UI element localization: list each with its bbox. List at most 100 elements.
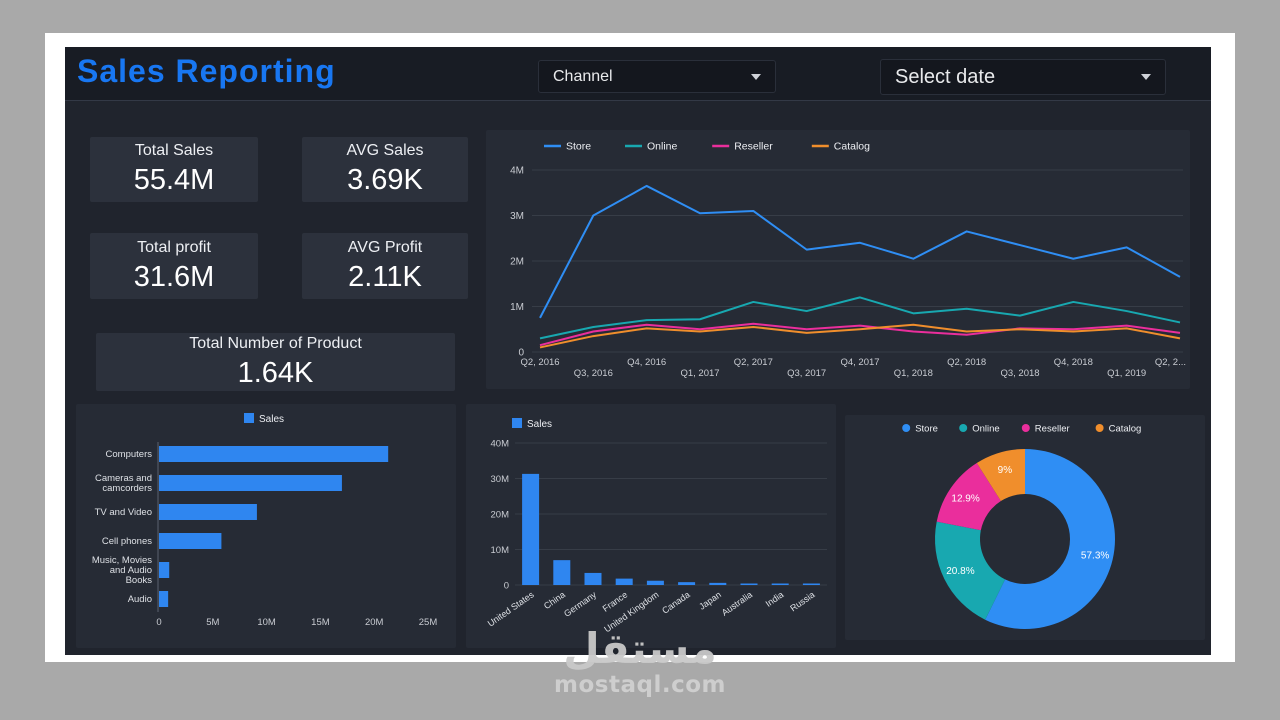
donut-slice-online[interactable] <box>935 521 1006 620</box>
y-axis-label: 0 <box>504 581 509 592</box>
category-label: Cell phones <box>102 536 152 547</box>
bar-music-movies-and-audio-books[interactable] <box>159 562 170 578</box>
kpi-label: Total Number of Product <box>189 334 362 352</box>
legend-label-store[interactable]: Store <box>566 141 591 153</box>
legend-label[interactable]: Sales <box>259 414 284 425</box>
dashboard-canvas: Sales Reporting Channel Select date Tota… <box>65 47 1211 655</box>
legend-label-online[interactable]: Online <box>972 424 999 435</box>
bar-audio[interactable] <box>159 591 169 607</box>
report-frame: Sales Reporting Channel Select date Tota… <box>45 33 1235 662</box>
line-series-online[interactable] <box>539 296 1181 340</box>
bar-cameras-and-camcorders[interactable] <box>159 475 342 491</box>
date-dropdown[interactable]: Select date <box>880 59 1166 95</box>
chevron-down-icon <box>1141 74 1151 80</box>
donut-slice-reseller[interactable] <box>936 463 1001 531</box>
donut-slice-store[interactable] <box>985 449 1115 629</box>
kpi-value: 55.4M <box>133 164 215 196</box>
country-bar-panel[interactable]: Sales 0 10M 20M 30M 40M United States China Germ… <box>466 404 836 648</box>
column-france[interactable] <box>615 578 633 585</box>
kpi-value: 3.69K <box>347 164 423 196</box>
column-germany[interactable] <box>584 572 602 585</box>
channel-dropdown[interactable]: Channel <box>538 60 776 93</box>
category-label: Audio <box>128 594 152 605</box>
x-axis-label: Q4, 2016 <box>627 357 666 368</box>
y-axis-label: 40M <box>491 439 510 450</box>
kpi-total-profit: Total profit 31.6M <box>90 233 258 299</box>
line-chart-panel[interactable]: 0 1M 2M 3M 4M Q2, 2016 Q3, 2016 Q4, 2016 Q1, 201… <box>486 130 1190 389</box>
legend-dot-catalog <box>1095 424 1104 432</box>
slice-label-store: 57.3% <box>1081 550 1109 561</box>
legend-dot-reseller <box>1021 424 1030 432</box>
x-axis-label: Q1, 2019 <box>1107 368 1146 379</box>
kpi-value: 2.11K <box>348 260 422 293</box>
column-united-kingdom[interactable] <box>646 580 664 585</box>
kpi-avg-profit: AVG Profit 2.11K <box>302 233 468 299</box>
y-axis-label: 0 <box>518 348 524 359</box>
legend-label-catalog[interactable]: Catalog <box>834 141 870 153</box>
y-axis-label: 2M <box>510 257 524 268</box>
kpi-value: 31.6M <box>133 260 215 293</box>
x-axis-label: Q2, 2016 <box>520 357 559 368</box>
x-axis-label: Q2, 2... <box>1155 357 1186 368</box>
column-canada[interactable] <box>678 582 696 585</box>
kpi-total-sales: Total Sales 55.4M <box>90 137 258 202</box>
legend-label-reseller[interactable]: Reseller <box>1035 424 1070 435</box>
page-title: Sales Reporting <box>77 53 336 89</box>
x-axis-label: Germany <box>562 589 598 619</box>
column-china[interactable] <box>553 560 571 585</box>
column-united-states[interactable] <box>522 473 540 585</box>
donut-slice-catalog[interactable] <box>976 449 1025 502</box>
quarterly-sales-line-chart[interactable]: 0 1M 2M 3M 4M Q2, 2016 Q3, 2016 Q4, 2016 Q1, 201… <box>486 130 1190 389</box>
category-label: Music, Movies <box>92 555 152 566</box>
column-australia[interactable] <box>740 583 758 586</box>
bar-computers[interactable] <box>159 446 389 462</box>
kpi-label: AVG Sales <box>346 142 424 159</box>
y-axis-label: 3M <box>510 211 524 222</box>
x-axis-label: Russia <box>788 589 816 613</box>
x-axis-label: United Kingdom <box>602 589 660 634</box>
sales-by-category-chart[interactable]: Sales 0 5M 10M 15M 20M 25M Computers Cameras and… <box>76 404 456 648</box>
legend-label[interactable]: Sales <box>527 419 552 430</box>
legend-swatch <box>512 418 522 428</box>
legend-label-catalog[interactable]: Catalog <box>1109 424 1142 435</box>
x-axis-label: 0 <box>156 617 161 628</box>
category-label: Computers <box>106 449 153 460</box>
sales-by-channel-donut[interactable]: Store Online Reseller Catalog 57.3% 20.8% 12.9… <box>845 415 1205 640</box>
legend-label-online[interactable]: Online <box>647 141 678 153</box>
y-axis-label: 4M <box>510 166 524 177</box>
x-axis-label: 15M <box>311 617 330 628</box>
x-axis-label: Australia <box>720 589 754 617</box>
x-axis-label: Q2, 2018 <box>947 357 986 368</box>
x-axis-label: Q1, 2018 <box>894 368 933 379</box>
x-axis-label: Canada <box>660 589 692 615</box>
column-japan[interactable] <box>709 582 727 585</box>
category-bar-panel[interactable]: Sales 0 5M 10M 15M 20M 25M Computers Cameras and… <box>76 404 456 648</box>
y-axis-label: 30M <box>491 474 510 485</box>
x-axis-label: Q4, 2018 <box>1054 357 1093 368</box>
x-axis-label: Japan <box>697 589 723 611</box>
kpi-label: Total profit <box>137 238 211 256</box>
sales-by-country-chart[interactable]: Sales 0 10M 20M 30M 40M United States ChinaGerm… <box>466 404 836 648</box>
column-india[interactable] <box>771 583 789 586</box>
category-label: Books <box>126 575 153 586</box>
category-label: Cameras and <box>95 473 152 484</box>
x-axis-label: Q4, 2017 <box>840 357 879 368</box>
line-series-reseller[interactable] <box>539 322 1181 347</box>
column-russia[interactable] <box>802 583 820 586</box>
bar-cell-phones[interactable] <box>159 533 222 549</box>
x-axis-label: 25M <box>419 617 438 628</box>
y-axis-label: 1M <box>510 302 524 313</box>
bar-tv-and-video[interactable] <box>159 504 257 520</box>
legend-label-store[interactable]: Store <box>915 424 938 435</box>
channel-donut-panel[interactable]: Store Online Reseller Catalog 57.3% 20.8% 12.9… <box>845 415 1205 640</box>
slice-label-reseller: 12.9% <box>951 493 979 504</box>
x-axis-label: India <box>764 589 786 608</box>
x-axis-label: Q3, 2018 <box>1000 368 1039 379</box>
line-series-store[interactable] <box>539 184 1181 319</box>
line-series-catalog[interactable] <box>539 323 1181 349</box>
kpi-value: 1.64K <box>237 356 314 389</box>
legend-label-reseller[interactable]: Reseller <box>734 141 773 153</box>
x-axis-label: China <box>542 589 567 611</box>
category-label: TV and Video <box>95 507 152 518</box>
